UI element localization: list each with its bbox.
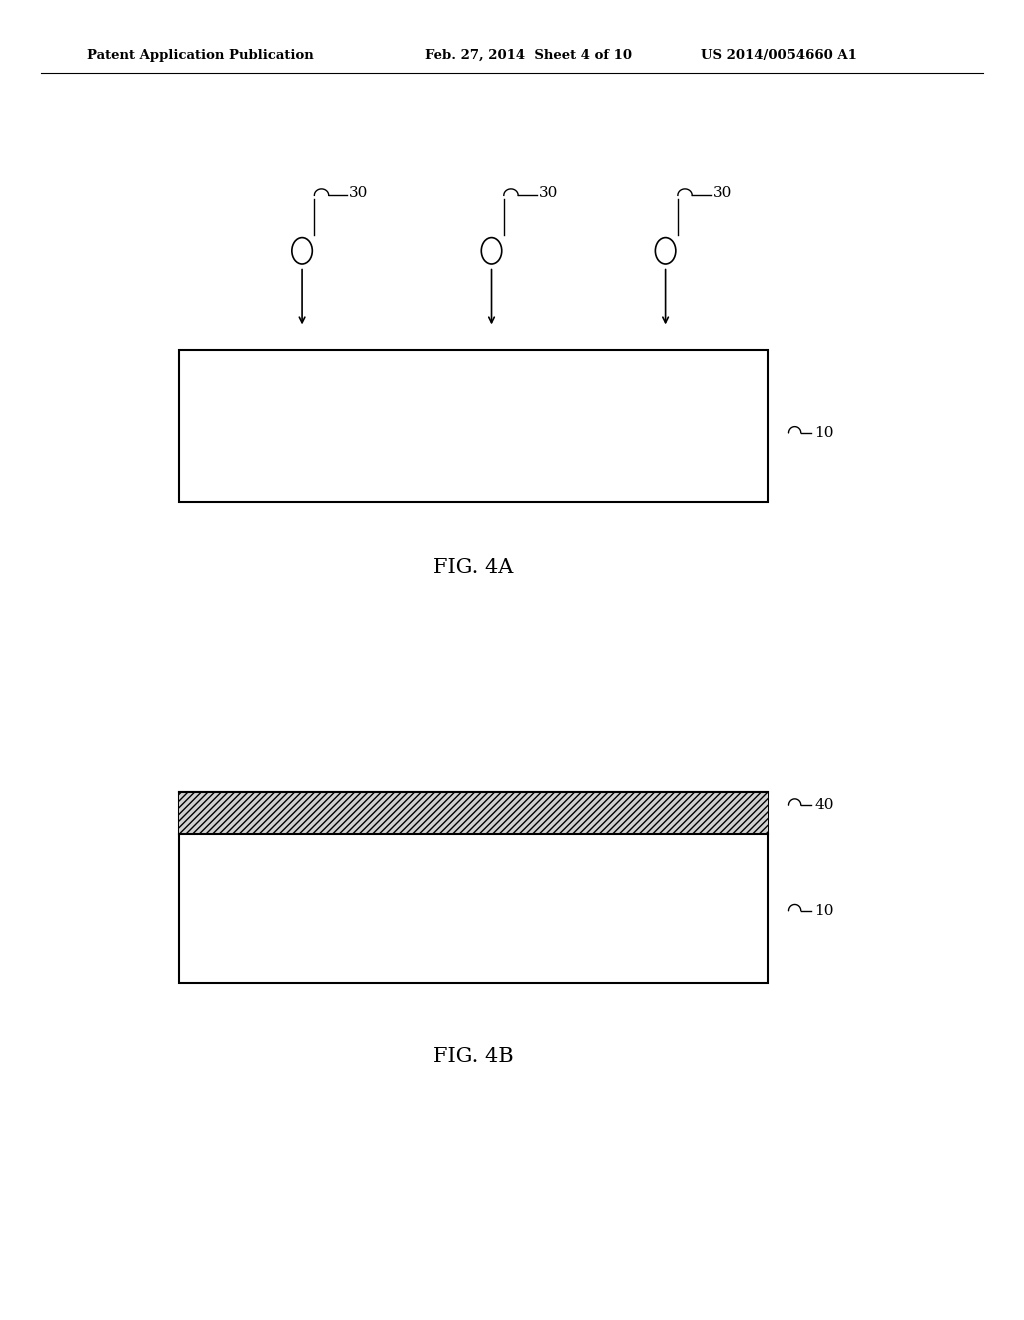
- Text: 30: 30: [349, 186, 369, 199]
- Text: FIG. 4A: FIG. 4A: [433, 558, 513, 577]
- Text: FIG. 4B: FIG. 4B: [433, 1047, 513, 1065]
- Text: US 2014/0054660 A1: US 2014/0054660 A1: [701, 49, 857, 62]
- Text: 10: 10: [814, 904, 834, 917]
- Bar: [179, 792, 768, 983]
- Bar: [179, 792, 768, 834]
- Text: 10: 10: [814, 426, 834, 440]
- Bar: [179, 350, 768, 502]
- Text: Feb. 27, 2014  Sheet 4 of 10: Feb. 27, 2014 Sheet 4 of 10: [425, 49, 632, 62]
- Text: 30: 30: [539, 186, 558, 199]
- Text: 30: 30: [713, 186, 732, 199]
- Text: 40: 40: [814, 799, 834, 812]
- Text: Patent Application Publication: Patent Application Publication: [87, 49, 313, 62]
